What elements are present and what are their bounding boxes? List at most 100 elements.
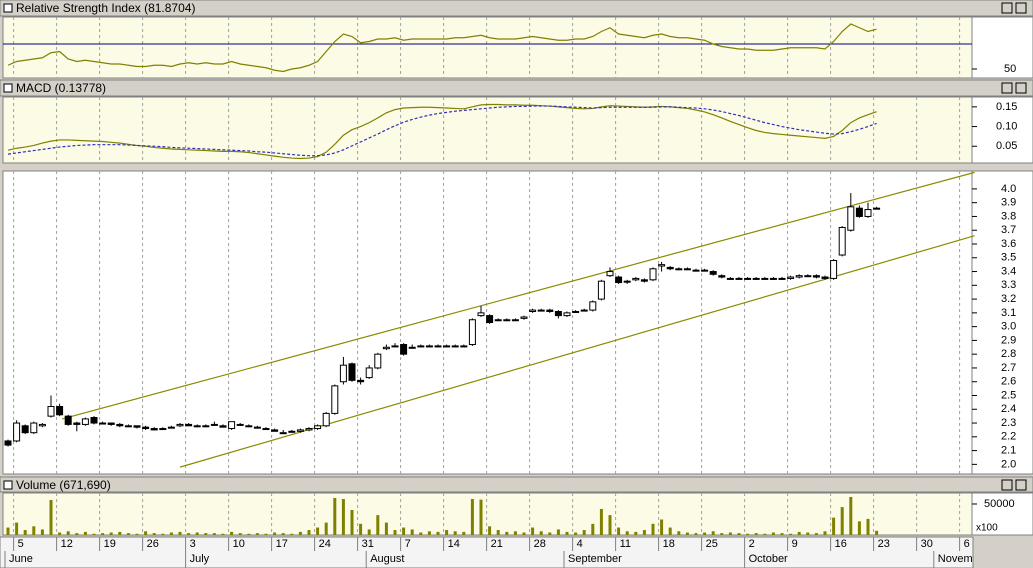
volume-bar <box>789 533 793 535</box>
candle-body <box>511 319 519 322</box>
y-tick-label: 3.9 <box>1001 197 1016 209</box>
x-tick-label: 16 <box>835 538 847 550</box>
candle-body <box>873 207 881 210</box>
volume-bar <box>92 533 96 535</box>
volume-bar <box>737 533 741 535</box>
window-button[interactable] <box>1015 479 1027 491</box>
volume-bar <box>866 518 870 535</box>
volume-bar <box>746 533 750 535</box>
candle-body <box>90 417 98 424</box>
volume-bar <box>101 533 105 535</box>
volume-bar <box>574 532 578 535</box>
volume-bar <box>634 531 638 535</box>
x-tick-label: 26 <box>147 538 159 550</box>
candle-body <box>417 345 425 348</box>
volume-bar <box>135 533 139 535</box>
window-button[interactable] <box>1001 2 1013 14</box>
x-tick-label: 18 <box>663 538 675 550</box>
x-tick-label: 11 <box>620 538 631 550</box>
x-tick-label: 21 <box>491 538 503 550</box>
candle-body <box>666 266 674 270</box>
candle-body <box>572 310 580 313</box>
volume-bar <box>832 517 836 535</box>
candle-body <box>632 277 640 281</box>
x-tick-label: 4 <box>577 538 583 550</box>
rsi-header: Relative Strength Index (81.8704) <box>0 0 1033 17</box>
volume-bar <box>410 529 414 535</box>
candle-body <box>408 346 416 349</box>
candle-body <box>683 268 691 271</box>
volume-bar <box>58 532 62 535</box>
candle-body <box>546 309 554 312</box>
volume-bar <box>531 527 535 535</box>
multiplier-label: x100 <box>976 523 998 534</box>
volume-bar <box>479 499 483 535</box>
candle-body <box>726 277 734 280</box>
candle-body <box>589 301 597 311</box>
candle-body <box>503 319 511 322</box>
volume-bar <box>384 522 388 535</box>
candle-body <box>778 277 786 280</box>
candle-body <box>176 423 184 427</box>
volume-bar <box>797 531 801 535</box>
volume-bar <box>814 533 818 535</box>
candle-body <box>30 422 38 434</box>
volume-bar <box>539 531 543 535</box>
candle-body <box>185 423 193 427</box>
candle-body <box>537 309 545 312</box>
volume-bar <box>281 533 285 535</box>
volume-bar <box>427 531 431 535</box>
window-button[interactable] <box>1001 82 1013 94</box>
candle-body <box>468 319 476 346</box>
volume-bar <box>470 499 474 535</box>
volume-bar <box>307 530 311 535</box>
x-tick-label: 17 <box>276 538 288 550</box>
candle-body <box>81 418 89 425</box>
x-tick-label: 7 <box>405 538 411 550</box>
volume-bar <box>367 529 371 535</box>
candle-body <box>821 276 829 279</box>
volume-bar <box>126 533 130 535</box>
volume-bar <box>161 533 165 535</box>
month-label: August <box>370 553 404 565</box>
volume-bar <box>522 532 526 535</box>
y-tick-label: 2.2 <box>1001 431 1016 443</box>
candle-body <box>554 310 562 317</box>
y-tick-label: 2.8 <box>1001 348 1016 360</box>
candle-body <box>202 425 210 428</box>
x-tick-label: 23 <box>878 538 890 550</box>
candle-body <box>4 440 12 446</box>
axis-area <box>971 170 1033 475</box>
header-icon <box>3 3 13 13</box>
volume-bar <box>806 532 810 535</box>
volume-bar <box>230 531 234 535</box>
window-button[interactable] <box>1015 82 1027 94</box>
volume-bar <box>711 531 715 535</box>
volume-bar <box>23 530 27 535</box>
window-button[interactable] <box>1001 479 1013 491</box>
y-tick-label: 50000 <box>984 498 1015 510</box>
candle-body <box>649 268 657 281</box>
volume-bar <box>6 527 10 535</box>
candle-body <box>228 421 236 430</box>
volume-bar <box>445 530 449 535</box>
volume-bar <box>754 533 758 535</box>
panel-title: MACD (0.13778) <box>16 81 106 95</box>
volume-header: Volume (671,690) <box>0 476 1033 493</box>
x-tick-label: 5 <box>18 538 24 550</box>
candle-body <box>443 345 451 348</box>
window-button[interactable] <box>1015 2 1027 14</box>
volume-bar <box>453 531 457 535</box>
y-tick-label: 50 <box>1004 63 1016 75</box>
candle-body <box>13 422 21 442</box>
volume-bar <box>178 531 182 535</box>
volume-bar <box>677 531 681 535</box>
y-tick-label: 2.4 <box>1001 403 1016 415</box>
volume-bar <box>66 531 70 535</box>
candle-body <box>529 309 537 312</box>
x-tick-label: 28 <box>534 538 546 550</box>
volume-bar <box>849 496 853 535</box>
month-label: Novem <box>938 553 973 565</box>
axis-area <box>971 96 1033 164</box>
